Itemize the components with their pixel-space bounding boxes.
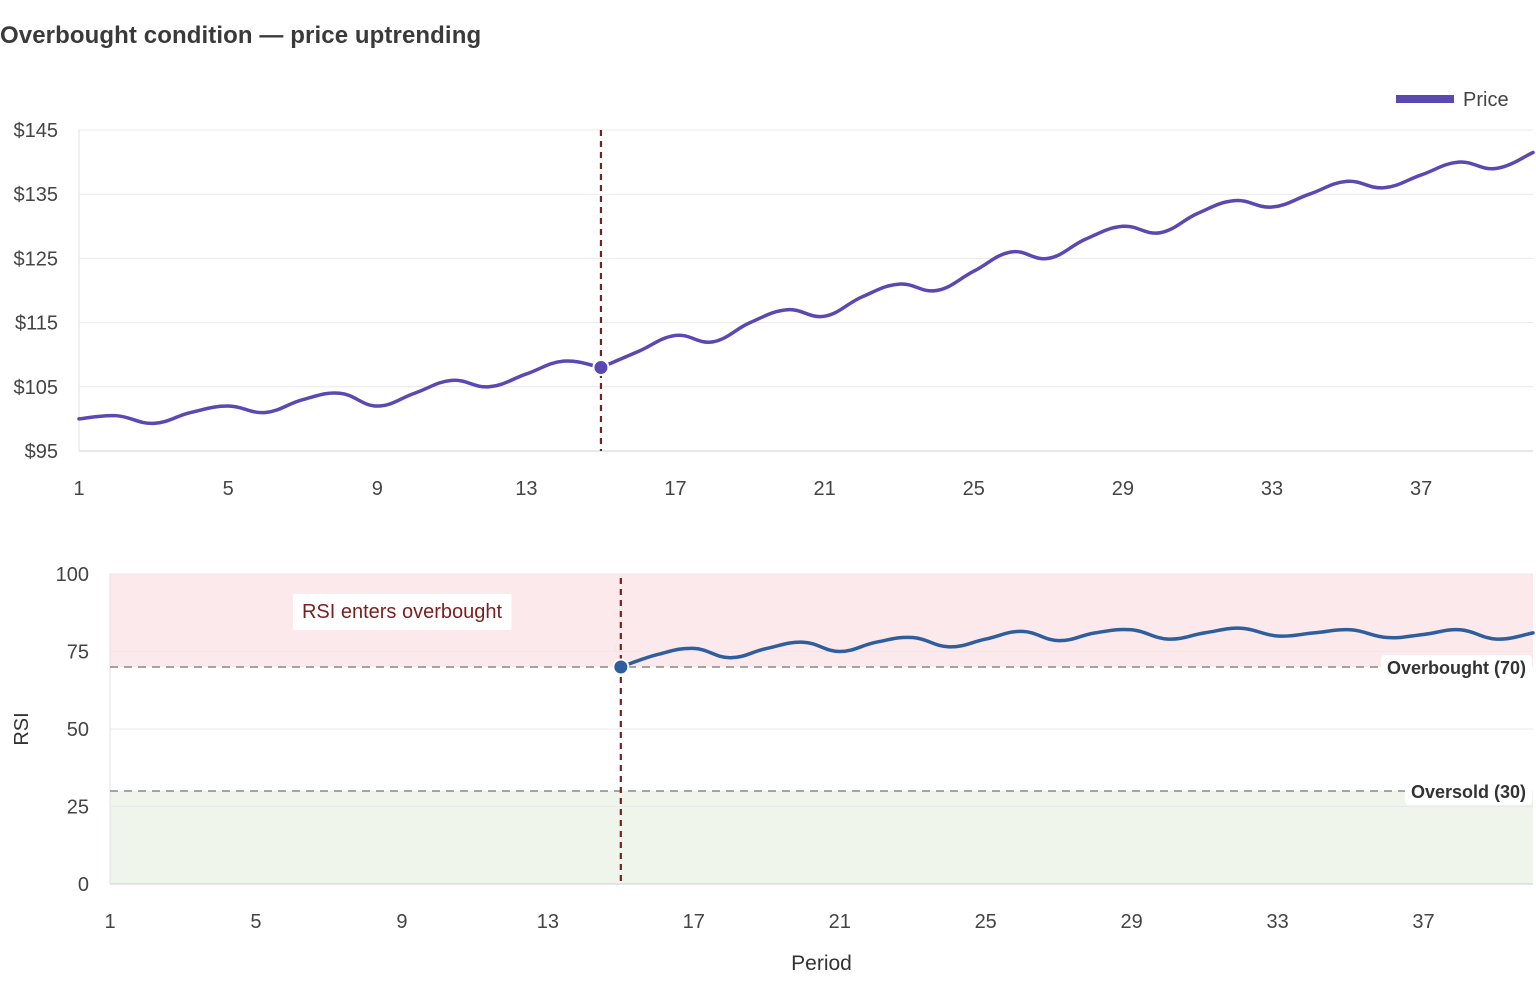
- oversold-label-bg: [1404, 779, 1532, 805]
- price-series-line-after: [599, 150, 1535, 370]
- price-x-tick-label: 21: [814, 478, 836, 500]
- rsi-x-tick-label: 13: [537, 911, 559, 933]
- price-highlight-point: [592, 359, 610, 377]
- rsi-y-tick-label: 25: [67, 797, 89, 819]
- rsi-x-axis-label: Period: [791, 952, 852, 975]
- price-x-tick-label: 33: [1261, 478, 1283, 500]
- overbought-label-bg: [1380, 655, 1532, 681]
- price-y-tick-label: $125: [14, 248, 59, 270]
- oversold-zone: [110, 791, 1533, 884]
- price-y-tick-label: $115: [15, 313, 58, 335]
- price-x-tick-label: 9: [372, 478, 383, 500]
- rsi-x-tick-label: 17: [683, 911, 705, 933]
- price-x-tick-label: 5: [223, 478, 234, 500]
- rsi-x-tick-label: 5: [250, 911, 261, 933]
- price-series-line: [77, 359, 603, 426]
- price-legend-label: Price: [1463, 89, 1509, 111]
- rsi-y-tick-label: 0: [78, 874, 89, 896]
- price-x-tick-label: 37: [1410, 478, 1432, 500]
- rsi-x-tick-label: 37: [1412, 911, 1434, 933]
- price-x-tick-label: 13: [515, 478, 537, 500]
- rsi-annotation-box: [292, 594, 512, 630]
- price-y-tick-label: $95: [25, 441, 58, 463]
- rsi-y-tick-label: 50: [67, 719, 89, 741]
- price-legend-swatch: [1396, 95, 1454, 103]
- price-y-tick-label: $105: [14, 377, 59, 399]
- rsi-x-tick-label: 1: [104, 911, 115, 933]
- chart-title: Overbought condition — price uptrending: [0, 22, 482, 49]
- price-x-tick-label: 25: [963, 478, 985, 500]
- oversold-label: Oversold (30): [1411, 782, 1526, 802]
- rsi-y-tick-label: 100: [56, 564, 89, 586]
- rsi-highlight-point: [612, 658, 630, 676]
- price-x-tick-label: 17: [664, 478, 686, 500]
- price-y-tick-label: $135: [14, 184, 59, 206]
- rsi-x-tick-label: 25: [975, 911, 997, 933]
- price-y-tick-label: $145: [14, 120, 59, 142]
- rsi-y-axis-label: RSI: [11, 712, 33, 745]
- rsi-x-tick-label: 33: [1266, 911, 1288, 933]
- rsi-x-tick-label: 29: [1121, 911, 1143, 933]
- price-x-tick-label: 29: [1112, 478, 1134, 500]
- price-x-tick-label: 1: [73, 478, 84, 500]
- rsi-series-line: [619, 626, 1535, 669]
- rsi-y-tick-label: 75: [67, 642, 89, 664]
- overbought-label: Overbought (70): [1387, 658, 1526, 678]
- rsi-x-tick-label: 9: [396, 911, 407, 933]
- rsi-annotation-text: RSI enters overbought: [302, 601, 503, 623]
- rsi-x-tick-label: 21: [829, 911, 851, 933]
